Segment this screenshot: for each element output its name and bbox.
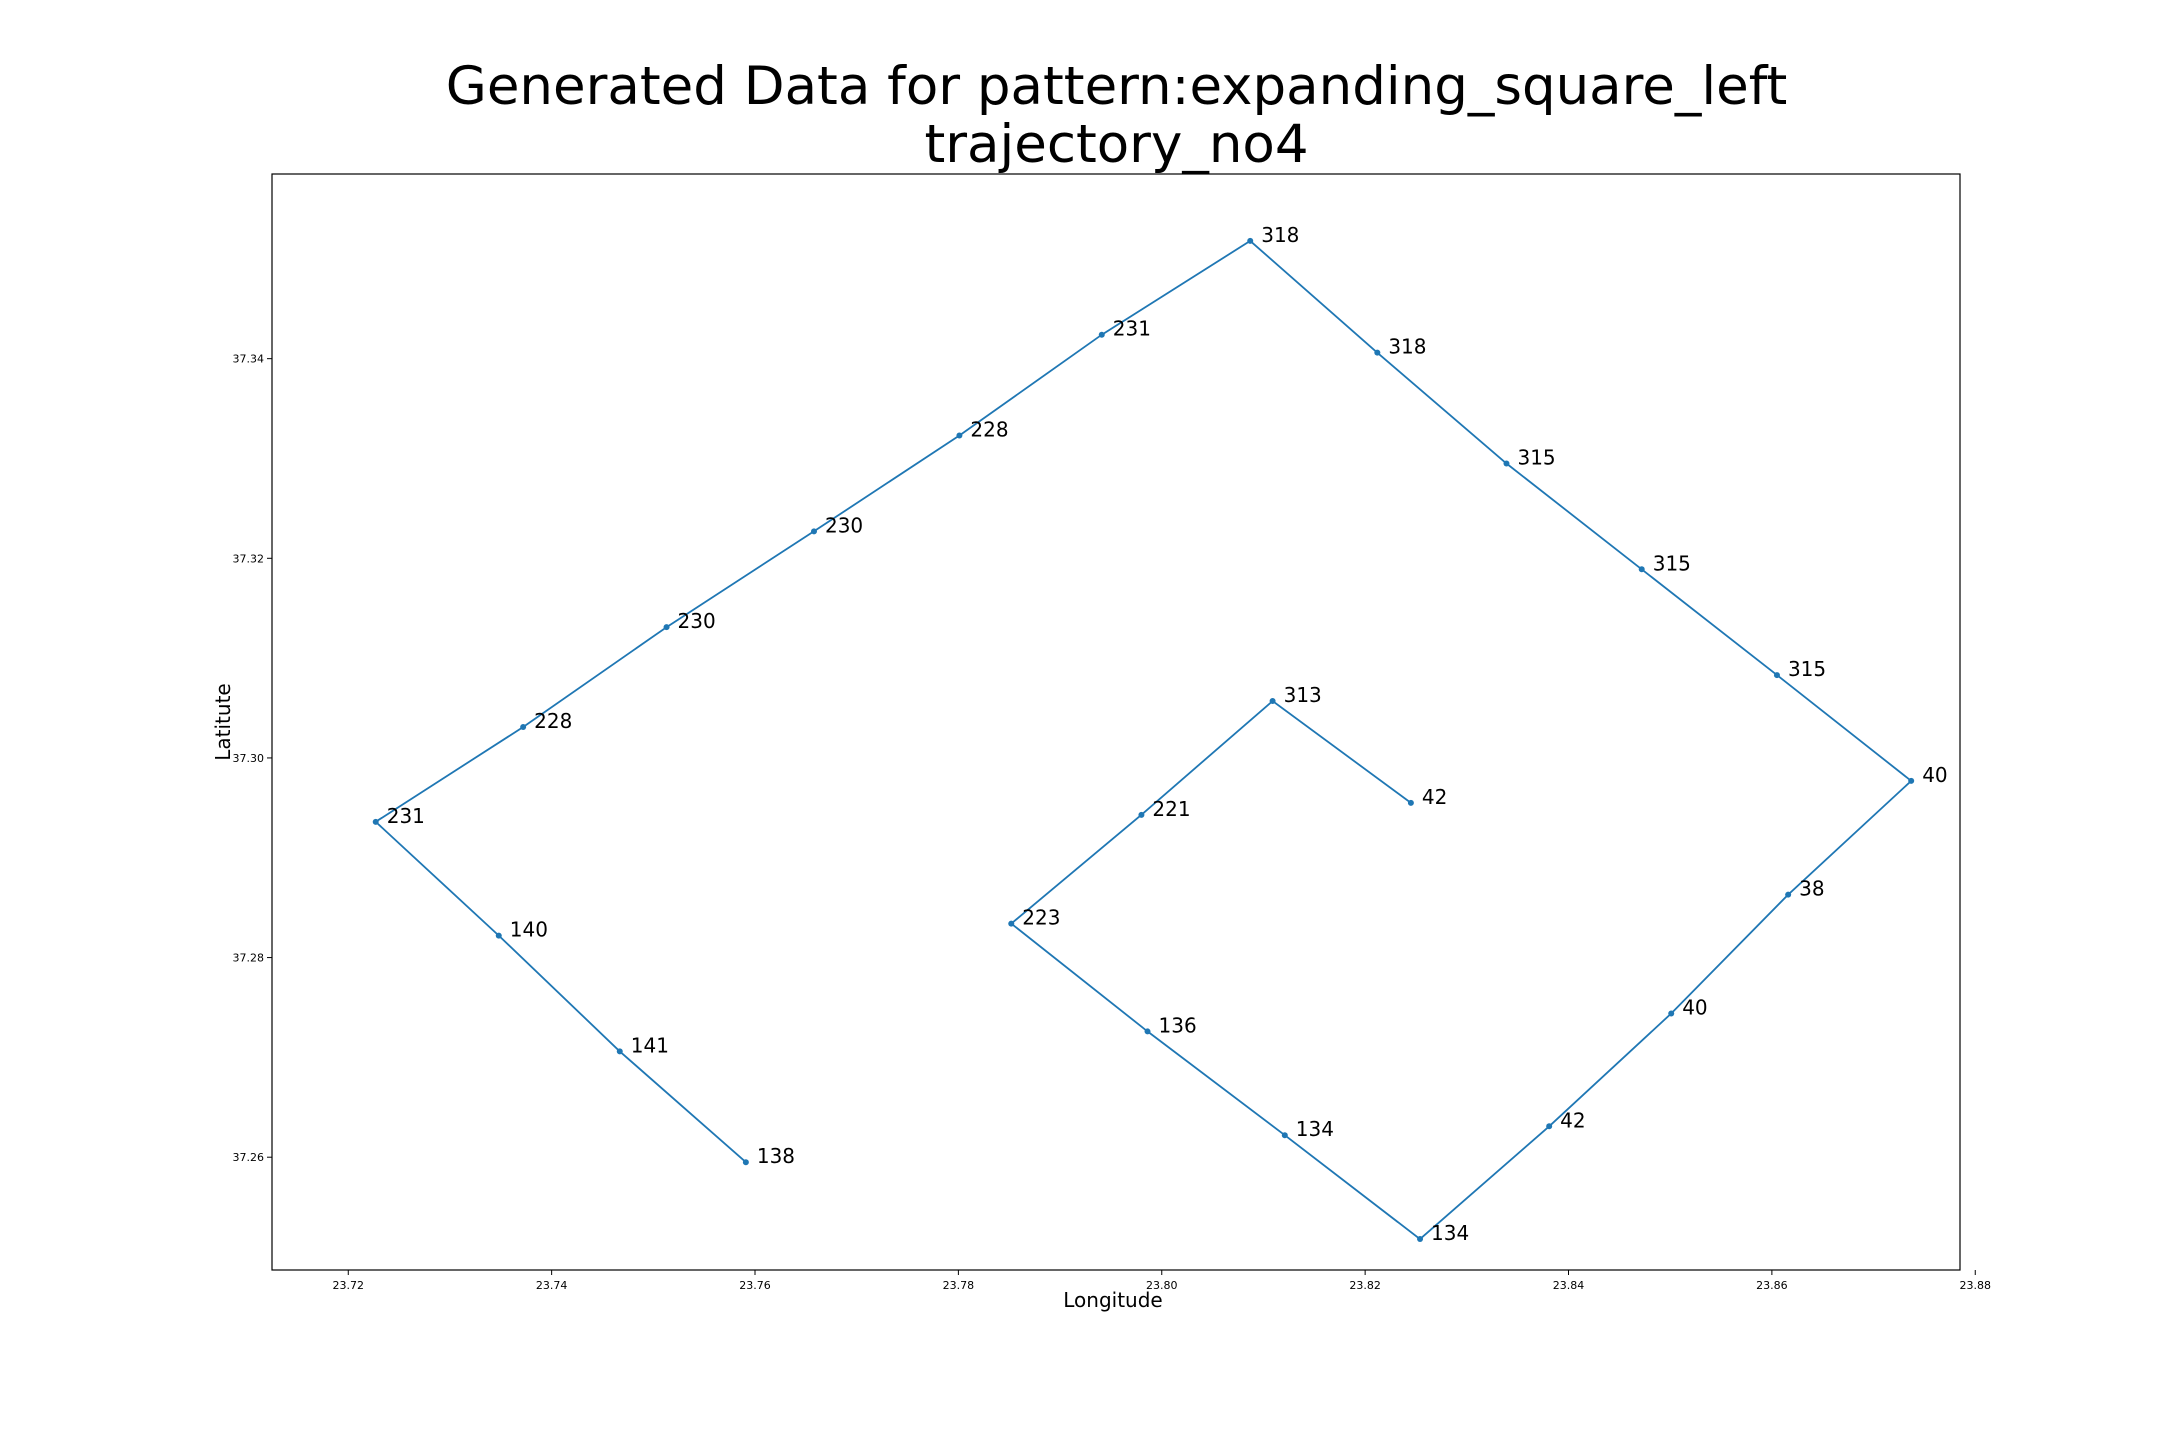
plot-frame [271, 173, 1961, 1271]
x-axis-ticks: 23.72 23.74 23.76 23.78 23.80 23.82 23.84 23.86… [333, 1270, 1991, 1292]
x-axis-label: Longitude [1063, 1288, 1162, 1312]
point-label: 231 [387, 804, 425, 828]
chart-title-line-2: trajectory_no4 [924, 114, 1309, 175]
point-label: 315 [1653, 551, 1691, 575]
y-axis-label: Latitute [211, 683, 235, 760]
trajectory-point [1546, 1123, 1553, 1130]
chart-title: Generated Data for pattern:expanding_squ… [0, 58, 2160, 174]
chart-title-line-1: Generated Data for pattern:expanding_squ… [445, 56, 1788, 117]
trajectory-point [810, 528, 817, 535]
trajectory-point [1417, 1236, 1424, 1243]
point-label: 315 [1788, 657, 1826, 681]
point-label: 231 [1113, 317, 1151, 341]
x-tick-label: 23.78 [943, 1279, 975, 1292]
y-axis-ticks: 37.26 37.28 37.30 37.32 37.34 [233, 353, 272, 1164]
trajectory-point [1407, 799, 1414, 806]
point-label: 228 [534, 709, 572, 733]
trajectory-point [1503, 460, 1510, 467]
point-label: 40 [1682, 995, 1707, 1019]
point-label: 38 [1799, 877, 1824, 901]
point-label: 42 [1560, 1108, 1585, 1132]
y-tick-label: 37.32 [233, 552, 265, 565]
point-label: 230 [825, 513, 863, 537]
trajectory-point [1098, 331, 1105, 338]
point-label: 318 [1388, 335, 1426, 359]
trajectory-point [520, 723, 527, 730]
trajectory-point [1908, 777, 1915, 784]
trajectory-point [1247, 237, 1254, 244]
point-label: 138 [757, 1144, 795, 1168]
point-label: 315 [1517, 445, 1555, 469]
trajectory-point [1374, 349, 1381, 356]
x-tick-label: 23.82 [1349, 1279, 1381, 1292]
point-label: 134 [1431, 1221, 1469, 1245]
trajectory-point [1638, 566, 1645, 573]
x-tick-label: 23.72 [333, 1279, 365, 1292]
trajectory-point [372, 818, 379, 825]
x-tick-label: 23.74 [536, 1279, 568, 1292]
trajectory-point [1269, 698, 1276, 705]
trajectory-point [1773, 672, 1780, 679]
point-label: 42 [1422, 785, 1447, 809]
trajectory-point [1668, 1010, 1675, 1017]
point-label: 313 [1284, 683, 1322, 707]
trajectory-point [742, 1159, 749, 1166]
x-tick-label: 23.76 [739, 1279, 771, 1292]
point-label: 134 [1296, 1117, 1334, 1141]
x-tick-label: 23.84 [1553, 1279, 1585, 1292]
trajectory-point [1138, 811, 1145, 818]
trajectory-point [1008, 920, 1015, 927]
x-tick-label: 23.86 [1756, 1279, 1788, 1292]
trajectory-point [1281, 1132, 1288, 1139]
point-label: 140 [510, 918, 548, 942]
point-label: 141 [631, 1033, 669, 1057]
trajectory-point [1144, 1028, 1151, 1035]
point-label: 221 [1152, 797, 1190, 821]
trajectory-point [616, 1048, 623, 1055]
point-label: 230 [678, 609, 716, 633]
y-tick-label: 37.28 [233, 952, 265, 965]
point-label: 40 [1922, 763, 1947, 787]
trajectory-points: 42 313 221 223 136 134 134 42 40 38 40 315 315 315 318… [372, 223, 1948, 1245]
y-tick-label: 37.30 [233, 752, 265, 765]
trajectory-point [956, 432, 963, 439]
x-tick-label: 23.80 [1146, 1279, 1178, 1292]
y-tick-label: 37.34 [233, 353, 265, 366]
point-label: 223 [1022, 906, 1060, 930]
point-label: 136 [1159, 1013, 1197, 1037]
trajectory-line [374, 239, 1913, 1241]
y-tick-label: 37.26 [233, 1151, 265, 1164]
x-tick-label: 23.88 [1960, 1279, 1992, 1292]
point-label: 228 [970, 418, 1008, 442]
point-label: 318 [1261, 223, 1299, 247]
trajectory-point [663, 624, 670, 631]
trajectory-point [495, 932, 502, 939]
trajectory-point [1785, 891, 1792, 898]
